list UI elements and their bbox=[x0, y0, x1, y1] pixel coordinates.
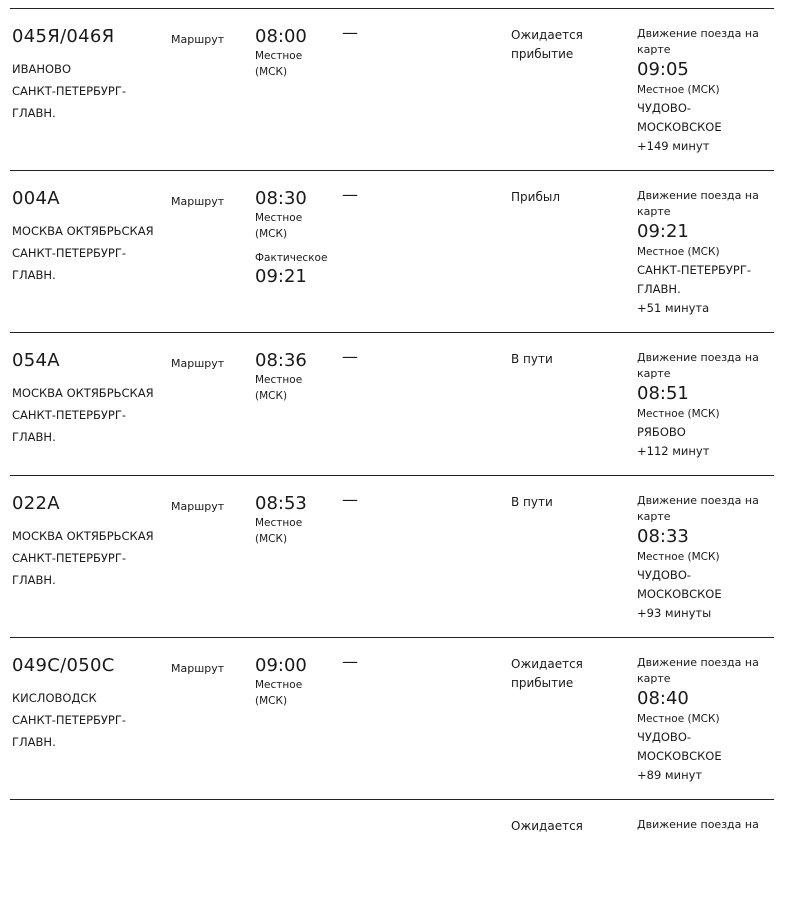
move-local-label: Местное (МСК) bbox=[637, 408, 720, 420]
destination-station: САНКТ-ПЕТЕРБУРГ-ГЛАВН. bbox=[12, 246, 127, 282]
train-number[interactable]: 022А bbox=[12, 493, 60, 514]
msk-label: (МСК) bbox=[255, 695, 288, 707]
msk-label: (МСК) bbox=[255, 66, 288, 78]
train-list: 045Я/046Я ИВАНОВО САНКТ-ПЕТЕРБУРГ-ГЛАВН.… bbox=[10, 8, 774, 799]
map-movement-link[interactable]: Движение поезда на карте bbox=[637, 656, 759, 685]
scheduled-time: 08:36 bbox=[255, 350, 307, 371]
route-link[interactable]: Маршрут bbox=[171, 357, 225, 370]
origin-station: ИВАНОВО bbox=[12, 62, 71, 76]
origin-station: МОСКВА ОКТЯБРЬСКАЯ bbox=[12, 224, 154, 238]
current-station: ЧУДОВО-МОСКОВСКОЕ bbox=[637, 101, 722, 134]
delay-text: +149 минут bbox=[637, 139, 710, 153]
status-text: В пути bbox=[511, 352, 553, 366]
map-movement-link[interactable]: Движение поезда на карте bbox=[637, 494, 759, 523]
msk-label: (МСК) bbox=[255, 533, 288, 545]
status-text: Прибыл bbox=[511, 190, 560, 204]
train-row: 022А МОСКВА ОКТЯБРЬСКАЯ САНКТ-ПЕТЕРБУРГ-… bbox=[10, 475, 774, 637]
train-number[interactable]: 049С/050С bbox=[12, 655, 115, 676]
current-station: САНКТ-ПЕТЕРБУРГ-ГЛАВН. bbox=[637, 263, 752, 296]
destination-station: САНКТ-ПЕТЕРБУРГ-ГЛАВН. bbox=[12, 551, 127, 587]
delay-text: +51 минута bbox=[637, 301, 710, 315]
local-label: Местное bbox=[255, 374, 303, 386]
status-text: Ожидается прибытие bbox=[511, 657, 583, 690]
origin-station: КИСЛОВОДСК bbox=[12, 691, 97, 705]
destination-station: САНКТ-ПЕТЕРБУРГ-ГЛАВН. bbox=[12, 84, 127, 120]
train-row: 045Я/046Я ИВАНОВО САНКТ-ПЕТЕРБУРГ-ГЛАВН.… bbox=[10, 8, 774, 170]
local-label: Местное bbox=[255, 679, 303, 691]
delay-text: +93 минуты bbox=[637, 606, 712, 620]
origin-station: МОСКВА ОКТЯБРЬСКАЯ bbox=[12, 529, 154, 543]
current-time: 08:51 bbox=[637, 383, 689, 404]
train-row: 004А МОСКВА ОКТЯБРЬСКАЯ САНКТ-ПЕТЕРБУРГ-… bbox=[10, 170, 774, 332]
destination-station: САНКТ-ПЕТЕРБУРГ-ГЛАВН. bbox=[12, 713, 127, 749]
move-local-label: Местное (МСК) bbox=[637, 246, 720, 258]
current-time: 09:05 bbox=[637, 59, 689, 80]
platform-dash: — bbox=[342, 490, 358, 509]
scheduled-time: 08:30 bbox=[255, 188, 307, 209]
scheduled-time: 08:53 bbox=[255, 493, 307, 514]
map-movement-link[interactable]: Движение поезда на карте bbox=[637, 351, 759, 380]
train-number[interactable]: 045Я/046Я bbox=[12, 26, 115, 47]
current-station: ЧУДОВО-МОСКОВСКОЕ bbox=[637, 568, 722, 601]
scheduled-time: 08:00 bbox=[255, 26, 307, 47]
msk-label: (МСК) bbox=[255, 390, 288, 402]
train-row: 049С/050С КИСЛОВОДСК САНКТ-ПЕТЕРБУРГ-ГЛА… bbox=[10, 637, 774, 799]
current-time: 09:21 bbox=[637, 221, 689, 242]
route-link[interactable]: Маршрут bbox=[171, 33, 225, 46]
current-station: ЧУДОВО-МОСКОВСКОЕ bbox=[637, 730, 722, 763]
route-link[interactable]: Маршрут bbox=[171, 195, 225, 208]
current-time: 08:40 bbox=[637, 688, 689, 709]
platform-dash: — bbox=[342, 23, 358, 42]
actual-label: Фактическое bbox=[255, 252, 328, 264]
platform-dash: — bbox=[342, 347, 358, 366]
destination-station: САНКТ-ПЕТЕРБУРГ-ГЛАВН. bbox=[12, 408, 127, 444]
map-movement-link[interactable]: Движение поезда на карте bbox=[637, 27, 759, 56]
train-row: 054А МОСКВА ОКТЯБРЬСКАЯ САНКТ-ПЕТЕРБУРГ-… bbox=[10, 332, 774, 475]
move-local-label: Местное (МСК) bbox=[637, 551, 720, 563]
map-movement-link[interactable]: Движение поезда на bbox=[637, 818, 759, 831]
delay-text: +89 минут bbox=[637, 768, 703, 782]
status-text: В пути bbox=[511, 495, 553, 509]
delay-text: +112 минут bbox=[637, 444, 710, 458]
route-link[interactable]: Маршрут bbox=[171, 500, 225, 513]
move-local-label: Местное (МСК) bbox=[637, 84, 720, 96]
platform-dash: — bbox=[342, 185, 358, 204]
status-text: Ожидается прибытие bbox=[511, 28, 583, 61]
status-text: Ожидается bbox=[511, 819, 583, 833]
train-row-partial: Ожидается Движение поезда на bbox=[10, 799, 774, 899]
train-number[interactable]: 004А bbox=[12, 188, 60, 209]
scheduled-time: 09:00 bbox=[255, 655, 307, 676]
actual-time: 09:21 bbox=[255, 266, 307, 287]
local-label: Местное bbox=[255, 50, 303, 62]
route-link[interactable]: Маршрут bbox=[171, 662, 225, 675]
train-number[interactable]: 054А bbox=[12, 350, 60, 371]
current-station: РЯБОВО bbox=[637, 425, 686, 439]
local-label: Местное bbox=[255, 517, 303, 529]
map-movement-link[interactable]: Движение поезда на карте bbox=[637, 189, 759, 218]
current-time: 08:33 bbox=[637, 526, 689, 547]
platform-dash: — bbox=[342, 652, 358, 671]
origin-station: МОСКВА ОКТЯБРЬСКАЯ bbox=[12, 386, 154, 400]
local-label: Местное bbox=[255, 212, 303, 224]
actual-block: Фактическое 09:21 bbox=[255, 250, 335, 288]
move-local-label: Местное (МСК) bbox=[637, 713, 720, 725]
msk-label: (МСК) bbox=[255, 228, 288, 240]
